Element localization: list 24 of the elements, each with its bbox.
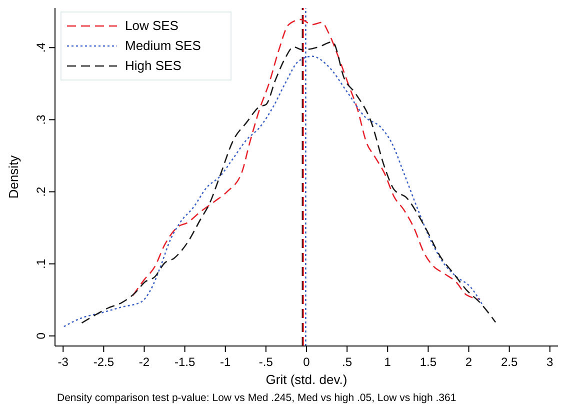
x-tick-label: 2 (465, 355, 472, 369)
y-tick-label: 0 (34, 332, 48, 340)
x-tick-label: -1.5 (174, 355, 196, 369)
x-tick-label: -3 (58, 355, 69, 369)
x-axis-title: Grit (std. dev.) (266, 372, 348, 387)
x-tick-label: 1.5 (420, 355, 437, 369)
x-tick-label: 2.5 (500, 355, 518, 369)
x-tick-label: 0 (303, 355, 310, 369)
x-tick-label: -2.5 (93, 355, 114, 369)
x-tick-label: -1 (220, 355, 232, 369)
y-tick-label: .3 (34, 114, 48, 125)
y-tick-label: .4 (34, 42, 48, 53)
legend-label: Medium SES (125, 38, 202, 53)
text: Density comparison test p-value: Low vs Med .245, Med vs high .05, Low vs high .361 (57, 392, 456, 404)
x-tick-label: 3 (546, 355, 554, 369)
y-tick-label: .1 (34, 258, 48, 269)
x-tick-label: -2 (138, 355, 150, 369)
y-axis-title: Density (6, 154, 21, 199)
x-tick-label: -.5 (258, 355, 274, 369)
legend-label: Low SES (125, 18, 179, 33)
y-tick-label: .2 (34, 186, 48, 197)
x-tick-label: .5 (342, 355, 352, 369)
legend-label: High SES (125, 58, 182, 73)
x-tick-label: 1 (384, 355, 392, 369)
